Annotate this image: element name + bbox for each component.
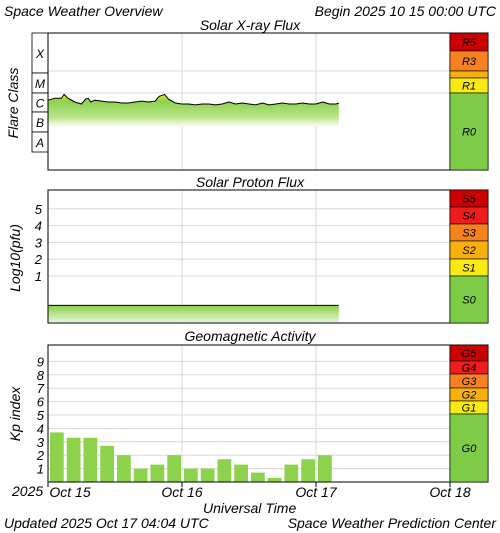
xray-y-label: Flare Class [5, 68, 21, 139]
kp-scale-g3-label: G3 [462, 376, 478, 388]
proton-scale-s2-label: S2 [462, 245, 475, 257]
kp-scale-g1-label: G1 [462, 403, 477, 415]
x-start-year: 2025 [12, 483, 44, 499]
begin-time: Begin 2025 10 15 00:00 UTC [314, 3, 496, 19]
xray-flux-area [48, 94, 339, 127]
kp-bar-7 [167, 455, 181, 482]
proton-ytick-4: 4 [35, 219, 42, 234]
kp-bar-5 [133, 468, 148, 482]
proton-scale-s5-label: S5 [462, 194, 476, 206]
kp-bar-9 [200, 468, 215, 482]
kp-ytick-2: 2 [36, 448, 45, 463]
xray-class-label-a: A [35, 136, 44, 150]
x-tick-label-1: Oct 16 [161, 484, 202, 500]
kp-bar-4 [117, 455, 131, 482]
kp-scale-g2-label: G2 [462, 390, 477, 402]
kp-scale-g4-label: G4 [462, 363, 477, 375]
kp-bar-0 [50, 432, 64, 482]
xray-scale-r3-label: R3 [462, 56, 477, 68]
kp-ytick-7: 7 [37, 381, 45, 396]
x-tick-label-2: Oct 17 [295, 484, 337, 500]
xray-scale-r1-label: R1 [462, 81, 476, 93]
xray-class-label-b: B [36, 116, 44, 130]
kp-bar-14 [284, 464, 299, 482]
kp-bar-11 [234, 464, 248, 482]
xray-scale-r0-label: R0 [462, 127, 477, 139]
xray-scale-r5-label: R5 [462, 37, 477, 49]
kp-ytick-6: 6 [37, 395, 45, 410]
proton-scale-s3-label: S3 [462, 228, 476, 240]
kp-bar-3 [100, 445, 114, 482]
kp-ytick-3: 3 [37, 435, 45, 450]
proton-plot-frame [47, 189, 489, 324]
kp-scale-g5-label: G5 [462, 348, 478, 360]
xray-panel-title: Solar X-ray Flux [200, 17, 301, 33]
source-credit: Space Weather Prediction Center [287, 515, 496, 531]
proton-panel-title: Solar Proton Flux [196, 174, 305, 190]
xray-class-label-x: X [35, 47, 45, 61]
proton-ytick-5: 5 [35, 202, 43, 217]
x-tick-label-0: Oct 15 [49, 484, 90, 500]
x-axis-title: Universal Time [203, 500, 297, 516]
kp-ytick-4: 4 [37, 421, 44, 436]
kp-y-label: Kp index [7, 386, 23, 441]
proton-scale-s4-label: S4 [462, 211, 475, 223]
proton-scale-s0-band [449, 275, 489, 324]
proton-ytick-3: 3 [35, 235, 43, 250]
page-title: Space Weather Overview [4, 3, 163, 19]
updated-time: Updated 2025 Oct 17 04:04 UTC [4, 515, 209, 531]
kp-bar-1 [66, 437, 81, 482]
kp-scale-g0-label: G0 [462, 443, 478, 455]
proton-y-label: Log10(pfu) [7, 224, 23, 292]
proton-ytick-1: 1 [35, 269, 42, 284]
xray-scale-r0-band [449, 92, 489, 171]
proton-scale-s1-label: S1 [462, 263, 475, 275]
kp-ytick-1: 1 [37, 462, 44, 477]
kp-ytick-9: 9 [37, 354, 44, 369]
kp-ytick-5: 5 [37, 408, 45, 423]
proton-scale-s0-label: S0 [462, 295, 476, 307]
kp-panel-title: Geomagnetic Activity [185, 328, 317, 344]
kp-bar-10 [217, 459, 232, 482]
kp-bar-8 [184, 468, 198, 482]
kp-bar-15 [301, 459, 315, 482]
xray-flux-line [47, 93, 339, 106]
xray-scale-r2-band [449, 70, 489, 79]
proton-flux-area [48, 305, 339, 322]
kp-bar-2 [83, 437, 98, 482]
kp-ytick-8: 8 [37, 368, 45, 383]
xray-class-label-m: M [35, 77, 45, 91]
xray-class-label-c: C [36, 97, 45, 111]
kp-bar-16 [318, 455, 332, 482]
proton-ytick-2: 2 [34, 252, 43, 267]
kp-bar-6 [150, 464, 165, 482]
x-tick-label-3: Oct 18 [429, 484, 470, 500]
kp-bar-13 [267, 477, 282, 482]
kp-bar-12 [251, 472, 265, 482]
kp-scale-g0-band [449, 413, 489, 483]
